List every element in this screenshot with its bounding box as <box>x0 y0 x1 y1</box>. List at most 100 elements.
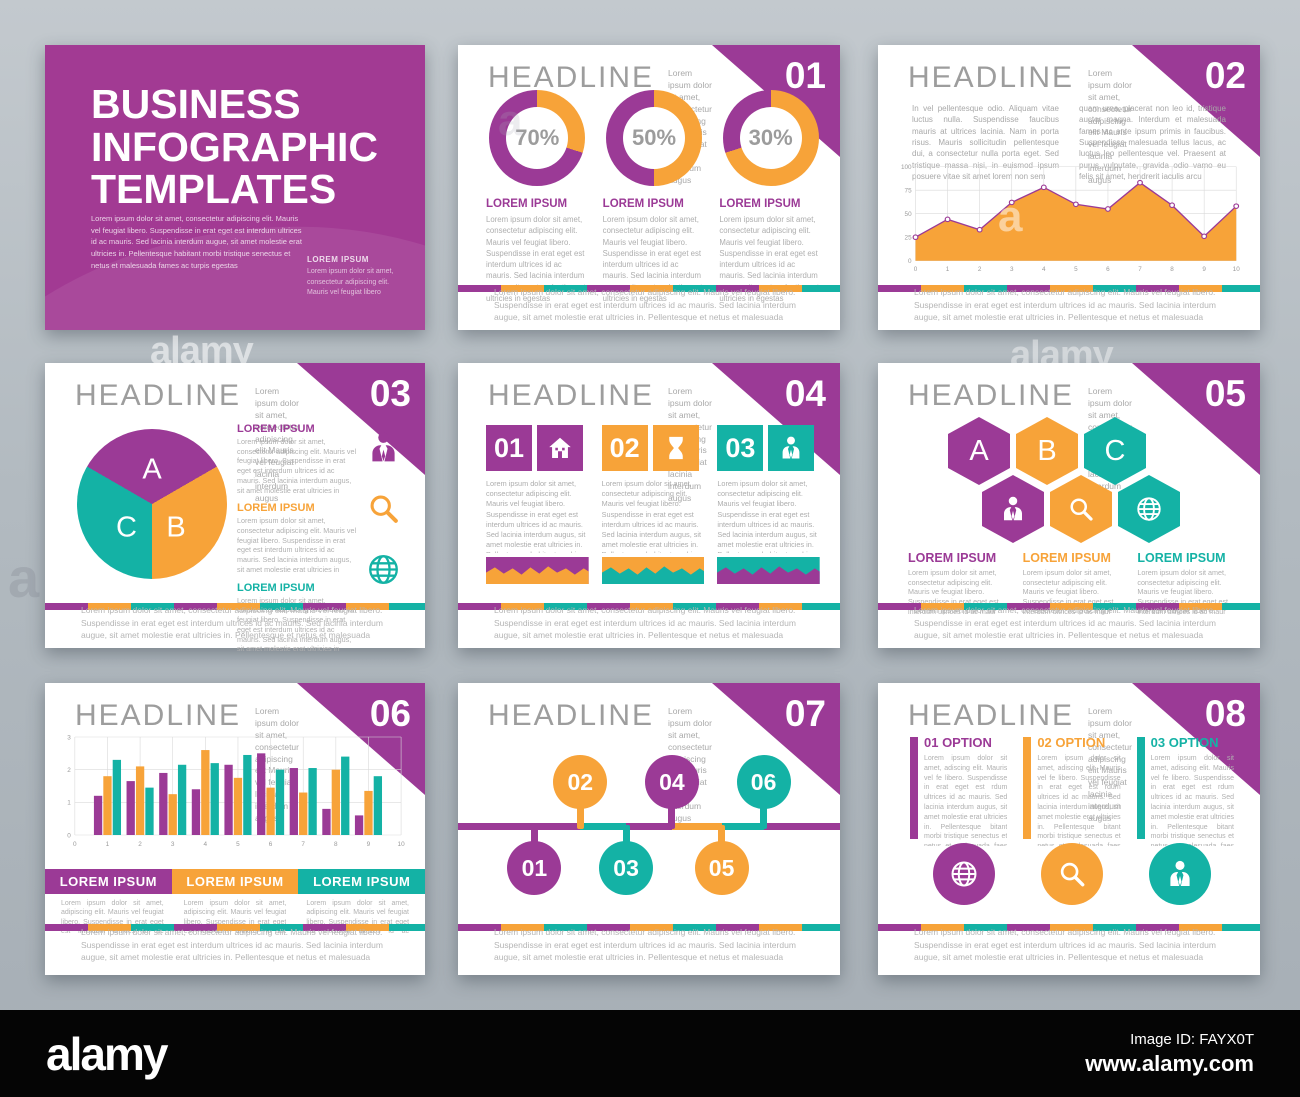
timeline: 01 02 03 04 05 06 <box>458 743 840 915</box>
svg-text:0: 0 <box>914 266 918 273</box>
option-body: Lorem ipsum dolor sit amet, adiscing eli… <box>1037 755 1121 846</box>
legend-heading: LOREM IPSUM <box>237 581 315 594</box>
cover-title: BUSINESS INFOGRAPHIC TEMPLATES <box>91 81 378 213</box>
option-columns: 01 OPTION Lorem ipsum dolor sit amet, ad… <box>910 735 1234 846</box>
mini-area-strip <box>486 557 589 584</box>
text-column: quam urna, placerat non leo id, tristiqu… <box>1079 104 1226 182</box>
hexagon-letter-b: B <box>1016 417 1078 485</box>
divider-stripe <box>878 285 1260 292</box>
pie-slice-label-c: C <box>116 511 137 544</box>
svg-text:100: 100 <box>901 164 912 171</box>
svg-text:4: 4 <box>1042 266 1046 273</box>
divider-stripe <box>878 603 1260 610</box>
donut-column: 50% LOREM IPSUM Lorem ipsum dolor sit am… <box>603 90 706 304</box>
svg-text:7: 7 <box>301 841 305 848</box>
divider-stripe <box>45 603 425 610</box>
slide-card-05: 05 HEADLINE Lorem ipsum dolor sit amet, … <box>878 363 1260 648</box>
svg-text:8: 8 <box>334 841 338 848</box>
legend-heading: LOREM IPSUM <box>908 551 997 565</box>
legend-heading: LOREM IPSUM <box>237 502 315 515</box>
slide-card-07: 07 HEADLINE Lorem ipsum dolor sit amet, … <box>458 683 840 975</box>
headline: HEADLINE <box>908 61 1075 94</box>
donut-heading: LOREM IPSUM <box>719 198 801 210</box>
headline-subtitle: Lorem ipsum dolor sit amet, consectetur … <box>255 386 299 504</box>
column-body: Lorem ipsum dolor sit amet, adipiscing e… <box>306 900 410 935</box>
svg-text:2: 2 <box>138 841 142 848</box>
svg-text:0: 0 <box>67 832 71 839</box>
footer-text: Lorem ipsum dolor sit amet, consectetur … <box>494 926 796 963</box>
businessman-icon <box>1149 843 1211 905</box>
icon-circle-row <box>910 843 1234 905</box>
mini-area-strip <box>601 557 705 584</box>
hexagon-letter-a: A <box>948 417 1010 485</box>
alamy-info: Image ID: FAYX0T www.alamy.com <box>1085 1031 1254 1077</box>
cover-caption-title: LOREM IPSUM <box>307 255 369 264</box>
option-title: 01 OPTION <box>924 735 992 750</box>
option-accent-bar <box>910 737 918 839</box>
svg-text:0: 0 <box>73 841 77 848</box>
svg-text:3: 3 <box>1010 266 1014 273</box>
divider-stripe <box>45 924 425 931</box>
donut-heading: LOREM IPSUM <box>486 198 568 210</box>
footer-text: Lorem ipsum dolor sit amet, consectetur … <box>81 604 383 641</box>
headline: HEADLINE <box>488 379 655 412</box>
column-body-row: Lorem ipsum dolor sit amet, adipiscing e… <box>61 899 409 935</box>
globe-icon <box>1118 475 1180 543</box>
bar-chart: 0 1 2 3 4 5 6 7 8 9 10 0 1 2 3 <box>61 729 409 855</box>
image-id-label: Image ID: FAYX0T <box>1130 1030 1254 1048</box>
mini-area-strip <box>717 557 821 584</box>
svg-text:4: 4 <box>204 841 208 848</box>
headline: HEADLINE <box>488 61 655 94</box>
legend-body: Lorem ipsum dolor sit amet, consectetur … <box>237 437 357 495</box>
legend-row: LOREM IPSUM Lorem ipsum dolor sit amet, … <box>237 502 359 574</box>
globe-icon <box>365 551 402 588</box>
option-body: Lorem ipsum dolor sit amet, adiscing eli… <box>1150 755 1234 846</box>
footer-text: Lorem ipsum dolor sit amet, consectetur … <box>494 286 796 323</box>
legend-column: LOREM IPSUM Lorem ipsum dolor sit amet, … <box>908 551 1009 617</box>
donut-percent-label: 70% <box>506 107 569 169</box>
donut-column: 70% LOREM IPSUM Lorem ipsum dolor sit am… <box>486 90 589 304</box>
option-accent-bar <box>1136 737 1145 839</box>
option-column: 01 Lorem ipsum dolor sit amet, consectet… <box>486 425 589 584</box>
cover-caption: LOREM IPSUM Lorem ipsum dolor sit amet, … <box>307 255 403 299</box>
timeline-line <box>458 823 840 830</box>
headline: HEADLINE <box>908 699 1075 732</box>
option-title: 03 OPTION <box>1150 735 1219 750</box>
pie-slice-label-b: B <box>166 511 186 544</box>
donut-chart-50: 50% <box>606 90 702 186</box>
svg-text:8: 8 <box>1170 266 1174 273</box>
legend-heading: LOREM IPSUM <box>1022 551 1111 565</box>
alamy-logo: alamy <box>46 1027 168 1080</box>
svg-text:3: 3 <box>171 841 175 848</box>
svg-text:1: 1 <box>67 800 71 807</box>
option-row: 01 Lorem ipsum dolor sit amet, consectet… <box>486 425 821 584</box>
svg-text:3: 3 <box>67 734 71 741</box>
footer-text: Lorem ipsum dolor sit amet, consectetur … <box>914 286 1216 323</box>
legend-body: Lorem ipsum dolor sit amet, consectetur … <box>237 516 357 574</box>
slide-card-03: 03 HEADLINE Lorem ipsum dolor sit amet, … <box>45 363 425 653</box>
headline: HEADLINE <box>75 379 242 412</box>
watermark-letter: a <box>8 546 39 609</box>
column-header: LOREM IPSUM <box>45 869 172 894</box>
headline-subtitle: Lorem ipsum dolor sit amet, consectetur … <box>1088 706 1132 824</box>
legend-column: LOREM IPSUM Lorem ipsum dolor sit amet, … <box>1137 551 1238 617</box>
businessman-icon <box>365 429 402 466</box>
option-body: Lorem ipsum dolor sit amet, consectetur … <box>486 479 586 553</box>
option-number-tile: 01 <box>486 425 532 471</box>
divider-stripe <box>458 285 840 292</box>
hexagon-letter-c: C <box>1084 417 1146 485</box>
headline: HEADLINE <box>488 699 655 732</box>
option-column: 02 Lorem ipsum dolor sit amet, consectet… <box>601 425 705 584</box>
column-body: Lorem ipsum dolor sit amet, adipiscing e… <box>183 900 287 935</box>
donut-chart-30: 30% <box>722 90 819 186</box>
option-number-tile: 02 <box>601 425 648 471</box>
legend-row: LOREM IPSUM Lorem ipsum dolor sit amet, … <box>237 423 359 495</box>
option-title: 02 OPTION <box>1037 735 1106 750</box>
cover-caption-body: Lorem ipsum dolor sit amet, consectetur … <box>307 268 394 296</box>
svg-text:9: 9 <box>367 841 371 848</box>
slide-card-06: 0 6 HEADLINE Lorem ipsum dolor sit amet, … <box>45 683 426 975</box>
legend-body: Lorem ipsum dolor sit amet, consectetur … <box>1137 568 1229 616</box>
svg-text:0: 0 <box>908 258 912 265</box>
cover-card: BUSINESS INFOGRAPHIC TEMPLATES Lorem ips… <box>45 45 425 330</box>
